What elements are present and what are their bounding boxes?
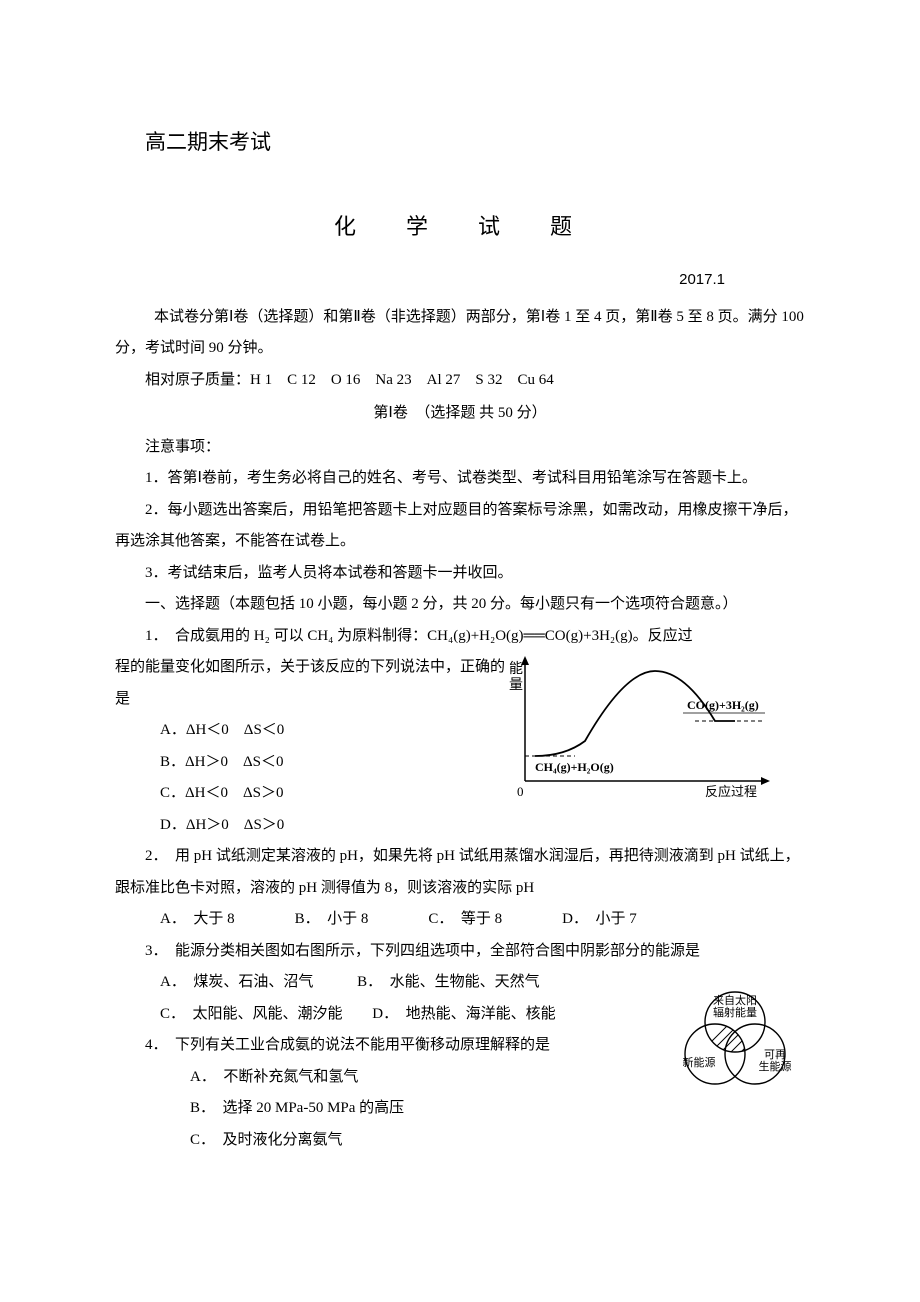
exam-header: 高二期末考试 xyxy=(115,120,805,164)
venn-left: 新能源 xyxy=(683,1055,716,1069)
intro-text: 本试卷分第Ⅰ卷（选择题）和第Ⅱ卷（非选择题）两部分，第Ⅰ卷 1 至 4 页，第Ⅱ… xyxy=(115,302,805,365)
q3-option-a: A． 煤炭、石油、沼气 xyxy=(160,974,313,990)
q2-stem: 2． 用 pH 试纸测定某溶液的 pH，如果先将 pH 试纸用蒸馏水润湿后，再把… xyxy=(115,841,805,904)
notice-label: 注意事项： xyxy=(115,432,805,464)
question-2: 2． 用 pH 试纸测定某溶液的 pH，如果先将 pH 试纸用蒸馏水润湿后，再把… xyxy=(115,841,805,936)
q1-option-b: B．ΔH＞0 ΔS＜0 xyxy=(115,747,505,779)
y-axis-label-2: 量 xyxy=(509,677,523,693)
q2-option-a: A． 大于 8 xyxy=(160,904,235,936)
atomic-masses: 相对原子质量：H 1 C 12 O 16 Na 23 Al 27 S 32 Cu… xyxy=(115,365,805,397)
q3-stem: 3． 能源分类相关图如右图所示，下列四组选项中，全部符合图中阴影部分的能源是 xyxy=(115,936,805,968)
q4-option-c: C． 及时液化分离氨气 xyxy=(115,1125,805,1157)
part1-title: 第Ⅰ卷 （选择题 共 50 分） xyxy=(115,398,805,430)
q1-stem-b: 程的能量变化如图所示，关于该反应的下列说法中，正确的是 xyxy=(115,652,505,715)
q1-option-a: A．ΔH＜0 ΔS＜0 xyxy=(115,715,505,747)
exam-date: 2017.1 xyxy=(115,264,805,296)
section-1-title: 一、选择题（本题包括 10 小题，每小题 2 分，共 20 分。每小题只有一个选… xyxy=(115,589,805,621)
venn-top-2: 辐射能量 xyxy=(713,1005,757,1019)
venn-diagram: 来自太阳 辐射能量 新能源 可再 生能源 xyxy=(665,988,805,1098)
venn-right-2: 生能源 xyxy=(759,1059,792,1073)
question-1: 1． 合成氨用的 H₂ 可以 CH₄ 为原料制得：CH₄(g)+H₂O(g)══… xyxy=(115,621,805,842)
venn-right-1: 可再 xyxy=(764,1049,786,1061)
q3-option-c: C． 太阳能、风能、潮汐能 xyxy=(160,1006,343,1022)
q1-stem-a: 1． 合成氨用的 H₂ 可以 CH₄ 为原料制得：CH₄(g)+H₂O(g)══… xyxy=(115,621,805,653)
q2-option-d: D． 小于 7 xyxy=(562,904,637,936)
q2-option-b: B． 小于 8 xyxy=(295,904,369,936)
q1-option-c: C．ΔH＜0 ΔS＞0 xyxy=(115,778,505,810)
question-3: 3． 能源分类相关图如右图所示，下列四组选项中，全部符合图中阴影部分的能源是 A… xyxy=(115,936,805,1031)
origin-label: 0 xyxy=(517,784,524,799)
exam-title: 化 学 试 题 xyxy=(115,204,805,250)
x-axis-label: 反应过程 xyxy=(705,784,757,799)
q1-option-d: D．ΔH＞0 ΔS＞0 xyxy=(115,810,505,842)
y-axis-label-1: 能 xyxy=(509,661,523,677)
product-label: CO(g)+3H₂(g) xyxy=(687,698,759,712)
q4-option-b: B． 选择 20 MPa-50 MPa 的高压 xyxy=(115,1093,805,1125)
notice-1: 1．答第Ⅰ卷前，考生务必将自己的姓名、考号、试卷类型、考试科目用铅笔涂写在答题卡… xyxy=(115,463,805,495)
reactant-label: CH₄(g)+H₂O(g) xyxy=(535,760,614,774)
notice-3: 3．考试结束后，监考人员将本试卷和答题卡一并收回。 xyxy=(115,558,805,590)
notice-2: 2．每小题选出答案后，用铅笔把答题卡上对应题目的答案标号涂黑，如需改动，用橡皮擦… xyxy=(115,495,805,558)
venn-top-1: 来自太阳 xyxy=(713,994,757,1007)
energy-diagram: 能 量 0 反应过程 CH₄(g)+H₂O(g) CO(g)+3H₂(g) xyxy=(505,651,785,801)
q3-option-d: D． 地热能、海洋能、核能 xyxy=(372,1006,555,1022)
q3-option-b: B． 水能、生物能、天然气 xyxy=(357,974,540,990)
q2-option-c: C． 等于 8 xyxy=(428,904,502,936)
